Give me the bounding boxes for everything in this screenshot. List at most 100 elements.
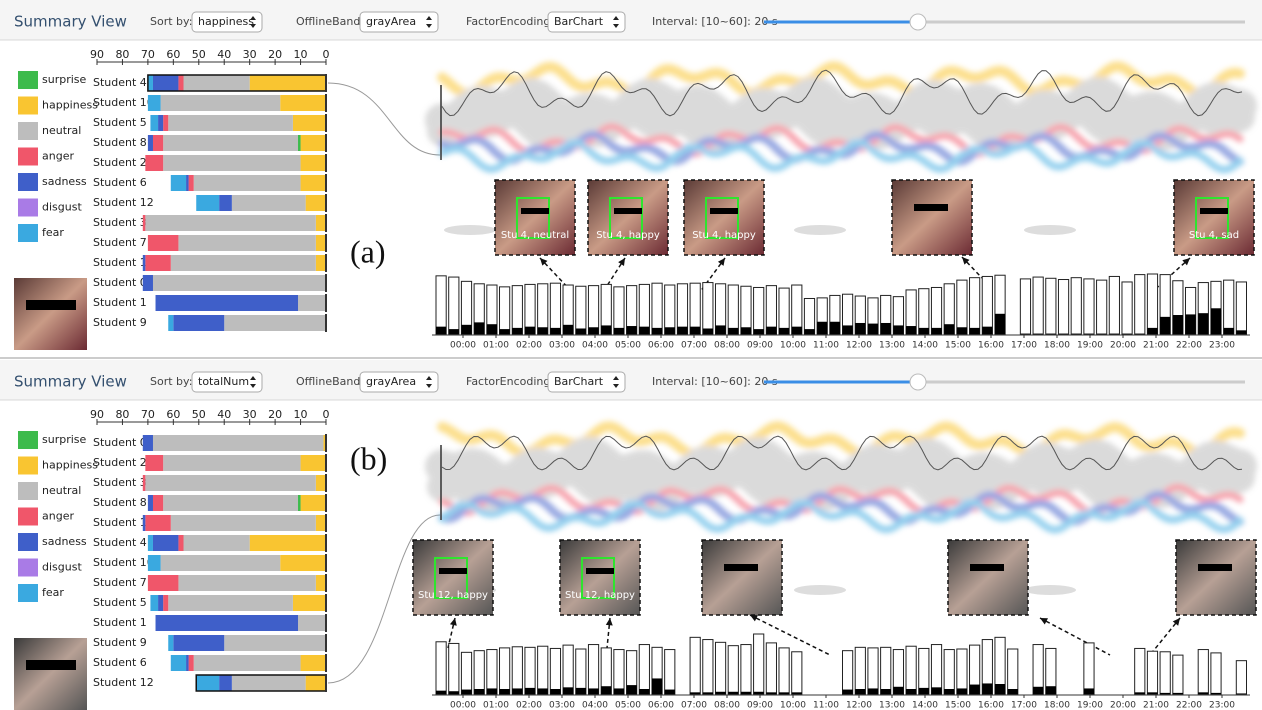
offline-bar	[690, 326, 701, 334]
hour-label: 04:00	[582, 701, 608, 710]
face-mask	[586, 568, 614, 574]
offline-bar	[1236, 693, 1247, 694]
select-arrows[interactable]	[250, 376, 256, 388]
count-bar	[714, 641, 727, 695]
emotion-segment	[224, 315, 326, 331]
x-tick-label: 40	[217, 408, 231, 421]
select-box[interactable]	[191, 371, 263, 393]
offline-bar	[651, 678, 663, 694]
count-bar	[1159, 651, 1171, 695]
select-box[interactable]	[191, 11, 263, 33]
offline-bar	[563, 687, 574, 694]
hour-label: 22:00	[1176, 341, 1202, 351]
offline-bar	[1160, 316, 1171, 334]
select[interactable]: BarChart	[547, 11, 626, 33]
select-box[interactable]	[359, 371, 439, 393]
pointer-arrow	[961, 256, 983, 279]
offline-bar	[601, 686, 612, 694]
emotion-segment	[145, 155, 164, 171]
offline-bar	[855, 322, 866, 334]
select-arrows[interactable]	[250, 16, 256, 28]
link-curve	[327, 514, 441, 684]
count-bar	[765, 642, 777, 695]
emotion-segment	[196, 195, 220, 211]
slider-thumb[interactable]	[909, 373, 927, 391]
select-box[interactable]	[359, 11, 439, 33]
x-tick-label: 70	[141, 48, 155, 61]
legend-label: neutral	[42, 484, 81, 497]
face-mask	[724, 564, 758, 571]
stream-band	[427, 95, 1255, 154]
control-label: Sort by:	[150, 15, 192, 28]
arrow-head	[1172, 618, 1180, 626]
thumbnail-caption: Stu 4, neutral	[501, 230, 569, 241]
hour-label: 09:00	[747, 341, 773, 351]
select-box[interactable]	[547, 371, 626, 393]
offline-bar	[512, 688, 523, 694]
emotion-segment	[315, 255, 326, 271]
select-arrows[interactable]	[426, 16, 432, 28]
student-photo	[14, 638, 87, 710]
select-arrows[interactable]	[613, 376, 619, 388]
hour-label: 19:00	[1077, 701, 1103, 710]
select-value[interactable]: happiness	[198, 15, 254, 28]
offline-bar	[944, 689, 955, 694]
hour-label: 19:00	[1077, 341, 1103, 351]
emotion-segment	[147, 135, 153, 151]
arrow-head	[717, 258, 725, 266]
offline-bar	[436, 690, 447, 694]
count-bar	[854, 646, 866, 695]
count-bar	[791, 651, 803, 695]
select-value[interactable]: BarChart	[554, 375, 604, 388]
legend-label: sadness	[42, 535, 87, 548]
face-mask	[710, 208, 738, 214]
offline-bar	[791, 326, 802, 334]
count-bar	[1007, 648, 1019, 695]
offline-bar	[1198, 692, 1209, 694]
student-name: Student 6	[93, 176, 147, 189]
thumbnail	[587, 179, 669, 256]
hour-label: 21:00	[1143, 701, 1169, 710]
face-mask	[614, 208, 642, 214]
student-name: Student 12	[93, 676, 154, 689]
select-value[interactable]: BarChart	[554, 15, 604, 28]
select[interactable]: grayArea	[359, 11, 439, 33]
select-box[interactable]	[547, 11, 626, 33]
hour-label: 00:00	[450, 701, 476, 710]
select[interactable]: BarChart	[547, 371, 626, 393]
legend-label: anger	[42, 150, 74, 163]
emotion-segment	[219, 675, 232, 691]
count-bar	[1146, 650, 1159, 695]
student-name: Student 8	[93, 496, 147, 509]
emotion-segment	[155, 295, 299, 311]
count-bar	[1146, 273, 1159, 335]
photo-mask	[26, 300, 76, 310]
offline-bar	[436, 326, 447, 334]
select[interactable]: grayArea	[359, 371, 439, 393]
emotion-segment	[152, 495, 164, 511]
count-bar	[867, 647, 879, 695]
count-bar	[460, 651, 473, 695]
select-value[interactable]: grayArea	[366, 375, 416, 388]
thumbnail	[412, 539, 494, 616]
select[interactable]: happiness	[191, 11, 263, 33]
select-value[interactable]: grayArea	[366, 15, 416, 28]
legend-label: fear	[42, 586, 64, 599]
stream-graph	[425, 420, 1257, 534]
hour-label: 06:00	[648, 701, 674, 710]
slider-thumb[interactable]	[909, 13, 927, 31]
hour-label: 02:00	[516, 341, 542, 351]
select-arrows[interactable]	[613, 16, 619, 28]
x-tick-label: 20	[268, 408, 282, 421]
interval-label: Interval: [10~60]: 20 s	[652, 375, 778, 388]
select[interactable]: totalNum	[191, 371, 263, 393]
emotion-segment	[298, 135, 301, 151]
emotion-segment	[183, 535, 250, 551]
thumbnail	[683, 179, 765, 256]
offline-bar	[918, 687, 929, 694]
emotion-segment	[142, 515, 146, 531]
count-bar	[930, 286, 943, 335]
legend-label: surprise	[42, 73, 87, 86]
select-value[interactable]: totalNum	[198, 375, 249, 388]
select-arrows[interactable]	[426, 376, 432, 388]
